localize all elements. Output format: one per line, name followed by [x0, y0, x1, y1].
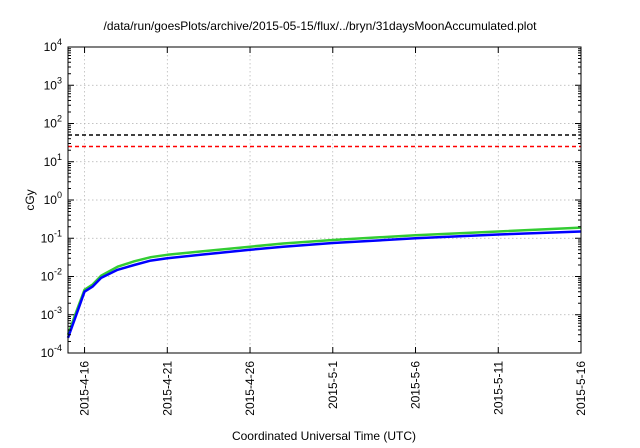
y-tick-label: 10-3 — [41, 305, 62, 322]
x-tick-label: 2015-4-16 — [78, 361, 92, 416]
y-tick-base: 10 — [41, 270, 55, 284]
y-tick-base: 10 — [44, 40, 58, 54]
y-tick-base: 10 — [44, 193, 58, 207]
y-tick-base: 10 — [44, 117, 58, 131]
y-tick-base: 10 — [41, 346, 55, 360]
x-ticks: 2015-4-16 2015-4-21 2015-4-26 2015-5-1 2015-… — [78, 47, 588, 416]
y-tick-exponent: 2 — [57, 114, 62, 124]
y-tick-label: 103 — [44, 75, 62, 92]
y-axis-label: cGy — [23, 189, 37, 210]
y-tick-label: 104 — [44, 37, 62, 54]
grid — [68, 47, 581, 353]
y-tick-exponent: -1 — [54, 228, 62, 238]
y-tick-label: 10-1 — [41, 228, 62, 245]
y-tick-label: 101 — [44, 152, 62, 169]
x-tick-label: 2015-5-11 — [491, 361, 505, 415]
y-tick-base: 10 — [44, 155, 58, 169]
x-tick-label: 2015-5-16 — [574, 361, 588, 416]
y-tick-label: 100 — [44, 190, 62, 207]
y-tick-exponent: -4 — [54, 343, 62, 353]
y-tick-base: 10 — [41, 231, 55, 245]
series-lines — [66, 226, 582, 339]
chart-title: /data/run/goesPlots/archive/2015-05-15/f… — [104, 19, 538, 33]
y-tick-exponent: 3 — [57, 75, 62, 85]
series-line — [66, 230, 582, 339]
reference-lines — [68, 134, 581, 148]
y-tick-label: 102 — [44, 114, 62, 131]
y-tick-exponent: -3 — [54, 305, 62, 315]
series-line — [66, 226, 582, 336]
x-tick-label: 2015-4-21 — [160, 361, 174, 416]
y-tick-exponent: 1 — [57, 152, 62, 162]
x-tick-label: 2015-5-6 — [409, 361, 423, 409]
y-tick-label: 10-4 — [41, 343, 62, 360]
y-tick-label: 10-2 — [41, 267, 62, 284]
y-tick-base: 10 — [44, 78, 58, 92]
x-tick-label: 2015-4-26 — [243, 361, 257, 416]
y-tick-base: 10 — [41, 308, 55, 322]
x-tick-label: 2015-5-1 — [326, 361, 340, 409]
y-tick-exponent: 4 — [57, 37, 62, 47]
y-tick-exponent: -2 — [54, 267, 62, 277]
x-axis-label: Coordinated Universal Time (UTC) — [232, 429, 416, 443]
y-tick-exponent: 0 — [57, 190, 62, 200]
